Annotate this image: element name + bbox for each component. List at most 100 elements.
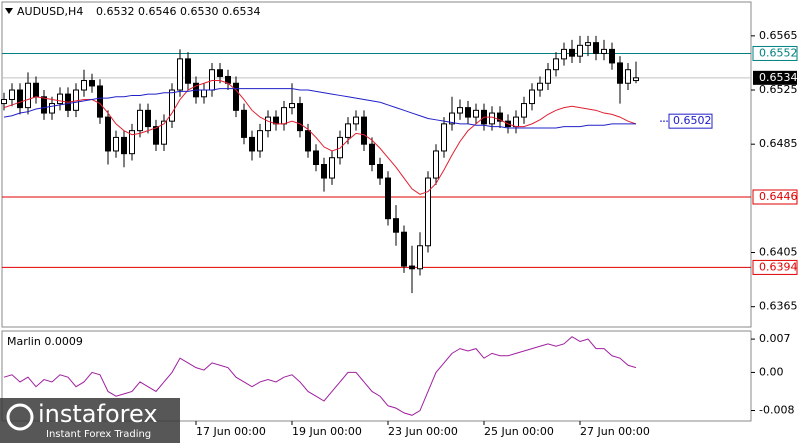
level-label-box: [752, 45, 798, 61]
y-tick-label: 0.00: [759, 365, 784, 378]
candle-body: [377, 164, 383, 179]
ma-line: [3, 80, 637, 195]
candle-body: [617, 62, 623, 84]
candle-body: [89, 80, 95, 87]
candle-body: [153, 126, 159, 145]
x-tick-label: 27 Jun 00:00: [580, 425, 650, 438]
candle-body: [609, 48, 615, 64]
quote: 0.6532 0.6546 0.6530 0.6534: [96, 5, 260, 18]
candle-body: [297, 103, 303, 132]
candle-body: [233, 82, 239, 111]
y-tick-label: 0.6525: [759, 83, 798, 96]
candle-body: [257, 130, 263, 152]
candle-body: [209, 69, 215, 91]
candle-body: [633, 77, 639, 82]
candle-body: [417, 245, 423, 270]
candle-body: [537, 82, 543, 91]
candle-body: [401, 231, 407, 267]
indicator-title: Marlin 0.0009: [7, 335, 83, 348]
candle-body: [393, 218, 399, 233]
level-label: 0.6394: [759, 260, 798, 273]
candle-body: [577, 44, 583, 57]
y-tick-label: 0.6565: [759, 29, 798, 42]
candle-body: [25, 82, 31, 109]
candle-body: [601, 48, 607, 54]
candle-body: [449, 112, 455, 125]
level-label: 0.6552: [759, 46, 798, 59]
candle-body: [121, 136, 127, 155]
candle-body: [409, 265, 415, 270]
y-tick-label: 0.6365: [759, 300, 798, 313]
candle-body: [353, 116, 359, 125]
candle-body: [625, 69, 631, 84]
candle-body: [329, 157, 335, 179]
ma-line: [3, 88, 636, 129]
candle-body: [441, 123, 447, 152]
candle-body: [521, 103, 527, 118]
candle-body: [57, 93, 63, 105]
collapse-arrow[interactable]: [5, 8, 13, 14]
level-label: 0.6446: [759, 190, 798, 203]
current-price-label: 0.6534: [759, 71, 798, 84]
candle-body: [569, 48, 575, 57]
candle-body: [241, 109, 247, 138]
candle-body: [9, 89, 15, 101]
candle-body: [185, 58, 191, 84]
candle-body: [145, 109, 151, 128]
candle-body: [385, 177, 391, 220]
candle-body: [33, 82, 39, 98]
x-tick-label: 25 Jun 00:00: [484, 425, 554, 438]
y-tick-label: 0.6405: [759, 246, 798, 259]
candle-body: [457, 107, 463, 114]
price-label-box: [668, 113, 713, 129]
candle-body: [473, 109, 479, 118]
x-tick-label: 17 Jun 00:00: [196, 425, 266, 438]
candle-body: [585, 42, 591, 46]
candle-body: [81, 80, 87, 91]
candle-body: [1, 99, 7, 105]
watermark: instaforex Instant Forex Trading: [0, 398, 180, 443]
current-price-box: [753, 70, 797, 85]
candle-body: [313, 150, 319, 165]
y-tick-label: -0.008: [759, 404, 794, 417]
level-label-box: [752, 189, 798, 205]
y-tick-label: 0.6485: [759, 137, 798, 150]
candle-body: [489, 112, 495, 125]
candle-body: [281, 107, 287, 125]
candle-body: [369, 143, 375, 165]
candle-body: [561, 48, 567, 60]
indicator-line: [3, 336, 637, 416]
candle-body: [361, 116, 367, 145]
candle-body: [169, 89, 175, 122]
candle-body: [425, 177, 431, 247]
candle-body: [553, 58, 559, 71]
watermark-brand: instaforex: [38, 400, 158, 428]
candle-body: [321, 164, 327, 179]
candle-body: [113, 136, 119, 152]
chart-title: AUDUSD,H4: [17, 5, 83, 18]
level-label-box: [752, 259, 798, 275]
candle-body: [17, 89, 23, 109]
y-tick-label: 0.007: [759, 332, 791, 345]
candle-body: [265, 116, 271, 132]
candle-body: [161, 120, 167, 145]
candle-body: [289, 103, 295, 109]
candle-body: [217, 69, 223, 77]
price-label: 0.6502: [673, 114, 712, 127]
candle-body: [41, 96, 47, 114]
candle-body: [345, 123, 351, 138]
candle-body: [137, 109, 143, 132]
candle-body: [201, 89, 207, 98]
candle-body: [97, 85, 103, 118]
candle-body: [305, 130, 311, 152]
candle-body: [433, 150, 439, 179]
x-tick-label: 19 Jun 00:00: [292, 425, 362, 438]
candle-body: [593, 42, 599, 54]
main-panel: [1, 1, 752, 328]
candle-body: [129, 130, 135, 155]
candle-body: [513, 116, 519, 128]
watermark-tagline: Instant Forex Trading: [46, 429, 151, 440]
candle-body: [249, 136, 255, 152]
watermark-logo: [6, 403, 34, 431]
